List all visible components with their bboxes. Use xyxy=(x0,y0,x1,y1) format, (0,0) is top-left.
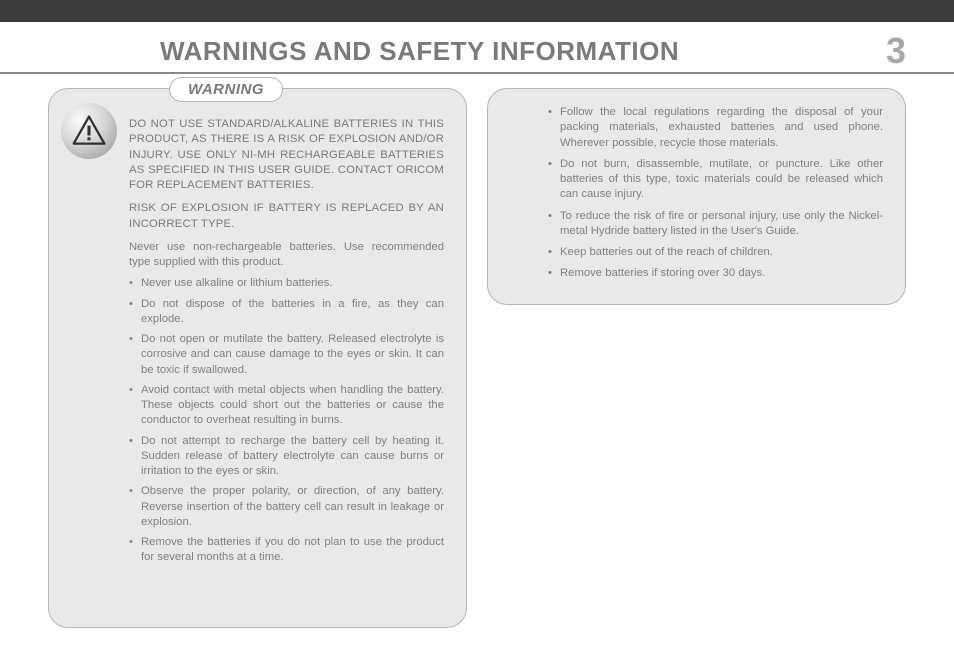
page-header: WARNINGS AND SAFETY INFORMATION 3 xyxy=(0,30,954,74)
list-item: Follow the local regulations regarding t… xyxy=(548,105,883,151)
left-bullet-list: Never use alkaline or lithium batteries.… xyxy=(129,276,444,565)
right-column: Follow the local regulations regarding t… xyxy=(487,88,906,639)
page-title: WARNINGS AND SAFETY INFORMATION xyxy=(160,36,876,67)
warning-icon-circle xyxy=(61,103,117,159)
content-columns: WARNING DO NOT USE STANDARD/ALKALINE BAT… xyxy=(48,88,906,639)
right-bullet-list: Follow the local regulations regarding t… xyxy=(548,105,883,282)
warning-panel-right: Follow the local regulations regarding t… xyxy=(487,88,906,305)
top-bar xyxy=(0,0,954,22)
list-item: Never use alkaline or lithium batteries. xyxy=(129,276,444,291)
page-number: 3 xyxy=(886,30,906,72)
warning-strong-1: DO NOT USE STANDARD/ALKALINE BATTERIES I… xyxy=(129,117,444,193)
list-item: Observe the proper polarity, or directio… xyxy=(129,484,444,530)
warning-icon xyxy=(61,103,117,159)
list-item: Do not open or mutilate the battery. Rel… xyxy=(129,332,444,378)
warning-strong-2: RISK OF EXPLOSION IF BATTERY IS REPLACED… xyxy=(129,201,444,232)
list-item: To reduce the risk of fire or personal i… xyxy=(548,209,883,240)
warning-triangle-icon xyxy=(71,113,107,149)
warning-tag: WARNING xyxy=(169,77,283,102)
list-item: Keep batteries out of the reach of child… xyxy=(548,245,883,260)
list-item: Do not dispose of the batteries in a fir… xyxy=(129,297,444,328)
list-item: Remove the batteries if you do not plan … xyxy=(129,535,444,566)
list-item: Do not attempt to recharge the battery c… xyxy=(129,434,444,480)
left-column: WARNING DO NOT USE STANDARD/ALKALINE BAT… xyxy=(48,88,467,639)
warning-panel-left: WARNING DO NOT USE STANDARD/ALKALINE BAT… xyxy=(48,88,467,628)
list-item: Remove batteries if storing over 30 days… xyxy=(548,266,883,281)
header-underline-gap xyxy=(480,74,494,76)
list-item: Do not burn, disassemble, mutilate, or p… xyxy=(548,157,883,203)
warning-para-1: Never use non-rechargeable batteries. Us… xyxy=(129,240,444,271)
list-item: Avoid contact with metal objects when ha… xyxy=(129,383,444,429)
